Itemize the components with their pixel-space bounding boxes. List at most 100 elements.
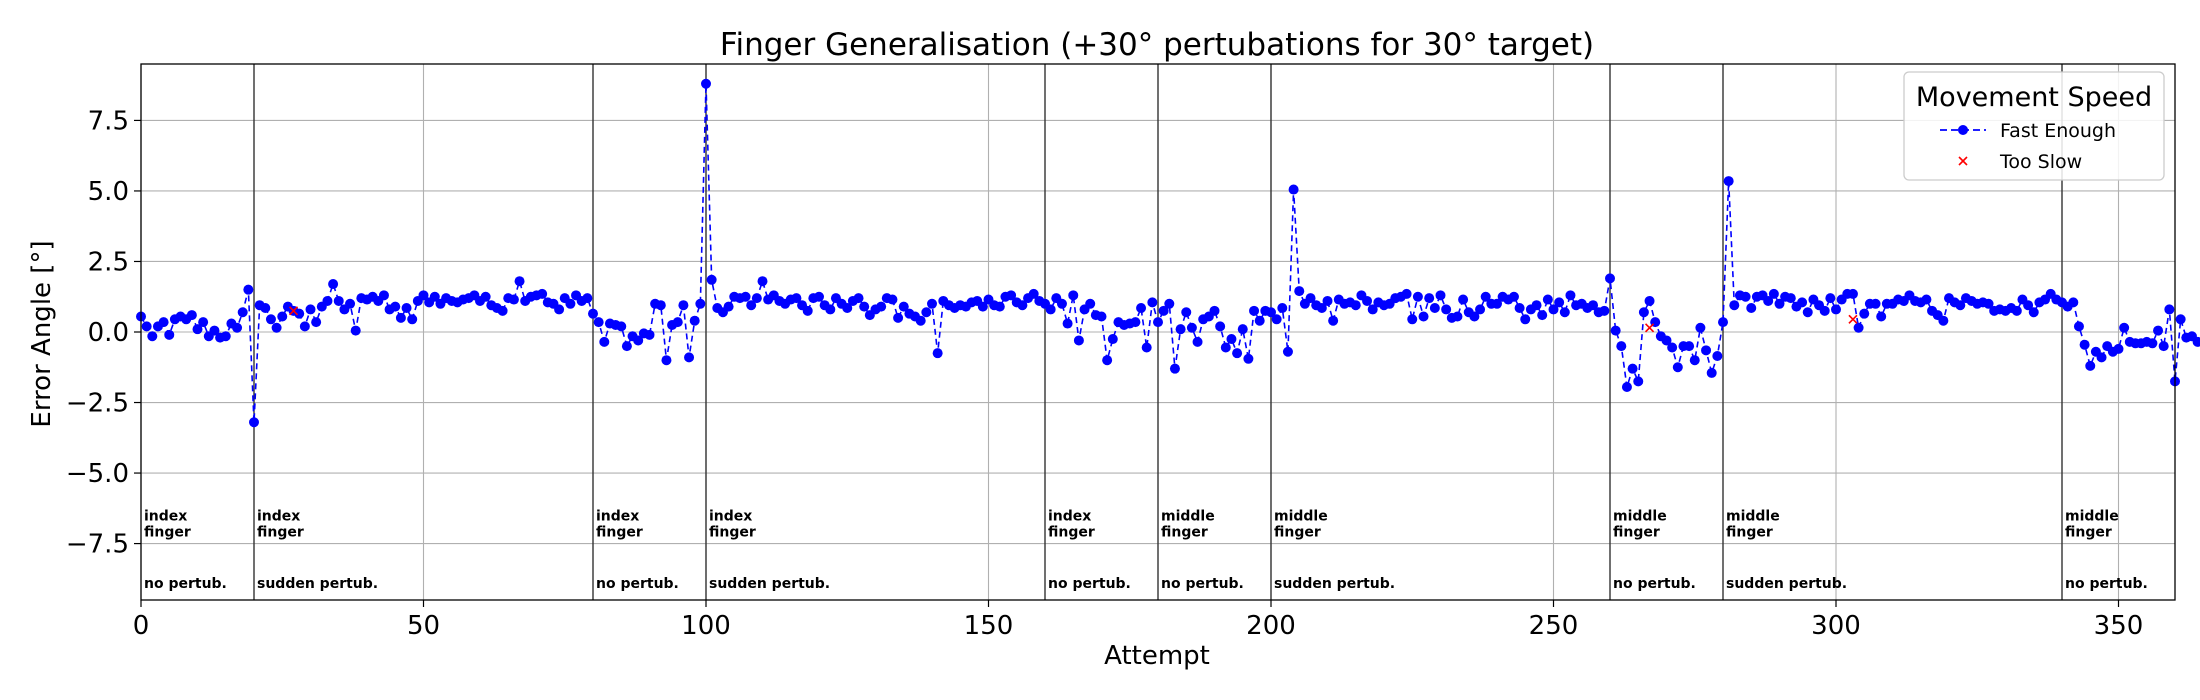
data-point-fast-enough bbox=[1774, 298, 1785, 309]
data-point-fast-enough bbox=[220, 331, 231, 342]
data-point-fast-enough bbox=[1469, 311, 1480, 322]
phase-condition-label: no pertub. bbox=[1161, 576, 1244, 592]
data-point-fast-enough bbox=[1424, 293, 1435, 304]
data-point-fast-enough bbox=[237, 307, 248, 318]
data-point-fast-enough bbox=[1514, 303, 1525, 314]
y-tick-label: 2.5 bbox=[88, 247, 129, 277]
data-point-fast-enough bbox=[887, 294, 898, 305]
x-tick-label: 50 bbox=[407, 611, 440, 641]
data-point-fast-enough bbox=[1266, 307, 1276, 318]
data-point-fast-enough bbox=[554, 304, 565, 315]
data-point-fast-enough bbox=[746, 300, 757, 311]
data-point-fast-enough bbox=[1565, 290, 1576, 301]
data-point-fast-enough bbox=[1847, 288, 1858, 299]
legend-box bbox=[1903, 71, 2165, 181]
data-point-fast-enough bbox=[1073, 335, 1084, 346]
data-point-fast-enough bbox=[1175, 324, 1186, 335]
data-point-fast-enough bbox=[1729, 300, 1740, 311]
data-point-fast-enough bbox=[2119, 322, 2130, 333]
data-point-fast-enough bbox=[701, 78, 711, 89]
data-point-fast-enough bbox=[1605, 273, 1615, 284]
data-point-fast-enough bbox=[2158, 341, 2169, 352]
data-point-fast-enough bbox=[1802, 307, 1813, 318]
data-point-fast-enough bbox=[1599, 305, 1610, 316]
data-point-fast-enough bbox=[328, 279, 339, 290]
data-point-fast-enough bbox=[141, 321, 152, 332]
data-point-fast-enough bbox=[1254, 315, 1265, 326]
data-point-fast-enough bbox=[1322, 295, 1333, 306]
phase-finger-label: index finger bbox=[709, 508, 756, 540]
data-point-fast-enough bbox=[164, 329, 175, 340]
x-tick-label: 0 bbox=[133, 611, 150, 641]
data-point-fast-enough bbox=[582, 293, 593, 304]
data-point-fast-enough bbox=[1531, 300, 1542, 311]
data-point-fast-enough bbox=[1006, 290, 1017, 301]
data-point-fast-enough bbox=[1797, 297, 1808, 308]
data-point-fast-enough bbox=[853, 293, 864, 304]
data-point-fast-enough bbox=[2023, 300, 2034, 311]
data-point-fast-enough bbox=[1537, 310, 1548, 321]
data-point-fast-enough bbox=[695, 298, 706, 309]
data-point-fast-enough bbox=[1271, 314, 1282, 325]
x-axis-label: Attempt bbox=[1104, 641, 1210, 671]
data-point-fast-enough bbox=[757, 276, 768, 287]
data-point-fast-enough bbox=[633, 335, 644, 346]
phase-finger-label: middle finger bbox=[1274, 508, 1328, 540]
data-point-fast-enough bbox=[802, 305, 813, 316]
data-point-fast-enough bbox=[2175, 314, 2186, 325]
data-point-fast-enough bbox=[514, 276, 525, 287]
axis-ticks: 0 50 100 150 200 250 300 350 −7.5 −5.0 −2.5 0.0 2.5 5… bbox=[66, 106, 2143, 641]
phase-finger-label: index finger bbox=[257, 508, 304, 540]
y-tick-label: 5.0 bbox=[88, 177, 129, 207]
data-point-fast-enough bbox=[814, 291, 824, 302]
data-point-fast-enough bbox=[265, 314, 276, 325]
data-point-fast-enough bbox=[1621, 382, 1632, 393]
data-point-fast-enough bbox=[1062, 318, 1073, 329]
data-point-fast-enough bbox=[299, 321, 310, 332]
y-axis-label: Error Angle [°] bbox=[27, 240, 57, 427]
data-point-fast-enough bbox=[1429, 303, 1440, 314]
data-point-fast-enough bbox=[395, 312, 406, 323]
data-point-fast-enough bbox=[1277, 303, 1288, 314]
legend: Movement Speed Fast Enough Too Slow bbox=[1903, 71, 2165, 181]
data-point-too-slow bbox=[1644, 323, 1655, 333]
data-point-fast-enough bbox=[1362, 295, 1373, 306]
data-point-fast-enough bbox=[1480, 291, 1491, 302]
data-point-fast-enough bbox=[1859, 308, 1870, 319]
phase-condition-label: sudden pertub. bbox=[1274, 576, 1395, 592]
data-point-fast-enough bbox=[1661, 335, 1672, 346]
y-tick-label: −2.5 bbox=[66, 389, 129, 419]
phase-condition-label: no pertub. bbox=[144, 576, 227, 592]
data-point-fast-enough bbox=[1141, 342, 1152, 353]
data-point-fast-enough bbox=[1305, 293, 1316, 304]
y-tick-label: 0.0 bbox=[88, 318, 129, 348]
data-point-fast-enough bbox=[1831, 304, 1841, 315]
data-point-fast-enough bbox=[1588, 300, 1599, 311]
data-point-fast-enough bbox=[1853, 322, 1864, 333]
data-point-fast-enough bbox=[932, 348, 943, 359]
y-tick-label: −7.5 bbox=[66, 530, 129, 560]
data-point-fast-enough bbox=[1294, 286, 1305, 297]
data-point-fast-enough bbox=[1147, 297, 1158, 308]
data-point-fast-enough bbox=[186, 310, 197, 321]
chart-title: Finger Generalisation (+30° pertubations… bbox=[720, 27, 1594, 63]
data-point-fast-enough bbox=[1955, 300, 1966, 311]
data-point-fast-enough bbox=[2011, 305, 2022, 316]
data-point-fast-enough bbox=[192, 324, 203, 335]
data-point-fast-enough bbox=[706, 274, 717, 285]
data-point-fast-enough bbox=[418, 290, 429, 301]
data-point-fast-enough bbox=[1819, 305, 1830, 316]
data-point-fast-enough bbox=[1209, 305, 1220, 316]
series-layer bbox=[136, 78, 2200, 428]
phase-finger-label: middle finger bbox=[1726, 508, 1780, 540]
data-point-fast-enough bbox=[333, 295, 344, 306]
data-point-fast-enough bbox=[1164, 298, 1175, 309]
data-point-fast-enough bbox=[1870, 298, 1881, 309]
data-point-fast-enough bbox=[1627, 363, 1638, 374]
data-point-fast-enough bbox=[1740, 291, 1751, 302]
data-point-too-slow bbox=[1848, 314, 1858, 324]
data-point-fast-enough bbox=[1288, 184, 1299, 195]
data-point-fast-enough bbox=[1407, 314, 1418, 325]
data-point-fast-enough bbox=[1684, 341, 1695, 352]
data-point-fast-enough bbox=[158, 317, 169, 328]
